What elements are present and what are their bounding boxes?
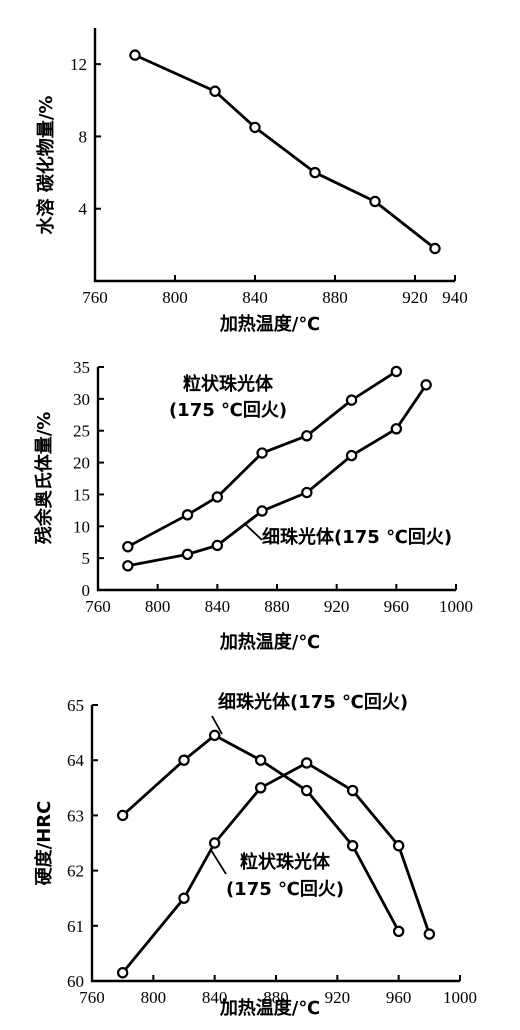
y-tick-label: 4 xyxy=(79,200,88,219)
data-point xyxy=(181,509,194,521)
data-point xyxy=(392,925,405,938)
x-axis-title: 加热温度/℃ xyxy=(219,997,320,1019)
x-tick-label: 840 xyxy=(242,288,268,307)
data-point xyxy=(300,784,313,797)
data-point xyxy=(390,365,403,378)
data-point xyxy=(129,49,141,61)
series-annotation: 细珠光体(175 ℃回火) xyxy=(262,526,452,548)
data-point xyxy=(345,394,358,406)
panel-hardness: 760 800 840 880 920 960 1000 60 61 62 63 64 65 加热温度/℃… xyxy=(33,691,477,1019)
y-tick-label: 20 xyxy=(73,454,90,473)
y-axis-title: 水溶 碳化物量/% xyxy=(35,96,57,235)
y-tick-label: 5 xyxy=(82,549,91,568)
x-tick-label: 960 xyxy=(386,988,412,1007)
data-point xyxy=(116,809,129,822)
data-point xyxy=(208,729,221,742)
data-point xyxy=(429,242,441,255)
data-point xyxy=(346,840,359,852)
y-tick-label: 60 xyxy=(67,972,84,991)
x-tick-label: 760 xyxy=(82,288,108,307)
annotation-leader xyxy=(243,522,263,541)
series-line-2 xyxy=(121,761,431,974)
data-point xyxy=(256,447,268,459)
x-tick-label: 800 xyxy=(141,988,167,1007)
x-tick-label: 920 xyxy=(324,597,350,616)
y-tick-label: 35 xyxy=(73,358,90,377)
x-tick-label: 960 xyxy=(384,597,410,616)
y-tick-label: 0 xyxy=(82,581,91,600)
x-tick-label: 760 xyxy=(85,597,111,616)
data-point xyxy=(116,967,129,979)
x-tick-label: 920 xyxy=(325,988,351,1007)
y-tick-label: 12 xyxy=(70,55,87,74)
data-point xyxy=(122,560,134,572)
y-tick-label: 62 xyxy=(67,862,84,881)
data-point xyxy=(300,757,313,769)
x-tick-label: 1000 xyxy=(439,597,473,616)
data-point xyxy=(345,449,358,462)
y-tick-label: 63 xyxy=(67,806,84,825)
x-tick-label: 800 xyxy=(145,597,171,616)
y-tick-label: 8 xyxy=(79,127,88,146)
data-point xyxy=(369,195,381,208)
data-point xyxy=(346,784,359,797)
series-annotation: (175 ℃回火) xyxy=(169,400,287,421)
data-point xyxy=(209,85,221,97)
data-point xyxy=(178,892,190,904)
data-point xyxy=(301,430,313,442)
y-tick-label: 30 xyxy=(73,390,90,409)
data-point xyxy=(181,548,194,561)
data-point xyxy=(420,379,432,391)
panel-retained-austenite: 760 800 840 880 920 960 1000 0 5 10 15 20 25 30 35 加热温度… xyxy=(33,358,473,653)
x-tick-label: 920 xyxy=(402,288,428,307)
series-annotation: 细珠光体(175 ℃回火) xyxy=(218,691,408,713)
x-tick-label: 840 xyxy=(205,597,231,616)
y-axis-title: 残余奥氏体量/% xyxy=(33,412,55,545)
x-tick-label: 1000 xyxy=(443,988,477,1007)
data-point xyxy=(211,539,224,552)
data-point xyxy=(309,166,321,179)
axis-lines xyxy=(93,28,455,283)
x-tick-label: 940 xyxy=(442,288,468,307)
data-point xyxy=(208,837,221,849)
y-tick-label: 64 xyxy=(67,751,85,770)
data-point xyxy=(211,491,224,503)
axis-lines xyxy=(90,705,460,983)
x-axis-title: 加热温度/℃ xyxy=(219,313,320,335)
annotation-leader xyxy=(211,715,223,735)
x-tick-label: 800 xyxy=(162,288,188,307)
data-point xyxy=(392,840,405,852)
y-tick-label: 65 xyxy=(67,696,84,715)
x-tick-label: 760 xyxy=(79,988,105,1007)
panel-carbide: 760 800 840 880 920 940 4 8 12 加热温度/℃ 水溶 碳化物量/% xyxy=(35,28,468,335)
x-axis-title: 加热温度/℃ xyxy=(219,631,320,653)
y-tick-label: 61 xyxy=(67,917,84,936)
data-point xyxy=(390,423,403,435)
data-point xyxy=(122,540,134,553)
y-tick-label: 10 xyxy=(73,517,90,536)
x-tick-label: 880 xyxy=(264,597,290,616)
data-point xyxy=(423,928,436,940)
annotation-leader xyxy=(210,849,227,875)
series-annotation: 粒状珠光体 xyxy=(183,373,274,395)
y-axis-title: 硬度/HRC xyxy=(33,801,55,886)
data-point xyxy=(301,486,313,499)
series-annotation: (175 ℃回火) xyxy=(226,879,344,900)
series-annotation: 粒状珠光体 xyxy=(240,851,331,873)
x-tick-label: 880 xyxy=(322,288,348,307)
data-point xyxy=(254,782,267,794)
data-point xyxy=(256,505,268,517)
y-tick-label: 15 xyxy=(73,485,90,504)
y-tick-label: 25 xyxy=(73,422,90,441)
data-point xyxy=(254,754,267,766)
data-point xyxy=(249,121,261,134)
series-line-1 xyxy=(134,53,436,250)
x-tick-label: 880 xyxy=(263,988,289,1007)
data-point xyxy=(178,754,190,766)
x-tick-label: 840 xyxy=(202,988,228,1007)
